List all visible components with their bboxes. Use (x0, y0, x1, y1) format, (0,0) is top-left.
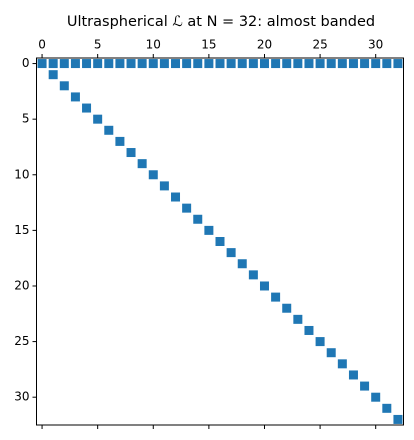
nonzero-entry (115, 136, 125, 146)
nonzero-entry (271, 59, 281, 69)
y-tick-label: 25 (14, 334, 29, 348)
nonzero-entry (70, 59, 80, 69)
nonzero-entry (137, 159, 147, 169)
nonzero-entry (104, 59, 114, 69)
nonzero-entry (182, 203, 192, 213)
nonzero-entry (115, 59, 125, 69)
nonzero-entry (226, 248, 236, 258)
nonzero-entry (82, 103, 92, 113)
nonzero-entry (337, 359, 347, 369)
nonzero-entry (215, 59, 225, 69)
nonzero-entry (248, 59, 258, 69)
nonzero-entry (226, 59, 236, 69)
nonzero-entry (315, 337, 325, 347)
nonzero-entry (293, 59, 303, 69)
x-tick-label: 30 (368, 38, 383, 52)
nonzero-entry (159, 181, 169, 191)
nonzero-entry (37, 59, 47, 69)
y-tick-label: 20 (14, 278, 29, 292)
nonzero-entry (393, 414, 403, 424)
nonzero-entry (148, 59, 158, 69)
nonzero-entry (193, 59, 203, 69)
nonzero-entry (171, 192, 181, 202)
x-tick-label: 5 (94, 38, 102, 52)
nonzero-entry (93, 114, 103, 124)
nonzero-entry (315, 59, 325, 69)
nonzero-entry (382, 403, 392, 413)
y-tick-label: 5 (22, 112, 30, 126)
nonzero-entry (326, 348, 336, 358)
x-tick-label: 15 (201, 38, 216, 52)
nonzero-entry (259, 281, 269, 291)
nonzero-entry (337, 59, 347, 69)
x-tick-label: 20 (257, 38, 272, 52)
nonzero-entry (204, 59, 214, 69)
nonzero-entry (159, 59, 169, 69)
nonzero-entry (182, 59, 192, 69)
nonzero-entry (248, 270, 258, 280)
nonzero-entry (193, 214, 203, 224)
nonzero-entry (371, 59, 381, 69)
nonzero-entry (304, 325, 314, 335)
chart-title: Ultraspherical ℒ at N = 32: almost bande… (67, 14, 375, 30)
nonzero-entry (48, 70, 58, 80)
nonzero-entry (126, 59, 136, 69)
nonzero-entry (59, 81, 69, 91)
nonzero-entry (382, 59, 392, 69)
nonzero-entry (371, 392, 381, 402)
nonzero-entry (48, 59, 58, 69)
nonzero-entry (126, 148, 136, 158)
nonzero-entry (304, 59, 314, 69)
nonzero-entry (204, 225, 214, 235)
nonzero-entry (59, 59, 69, 69)
nonzero-entry (360, 59, 370, 69)
nonzero-entry (93, 59, 103, 69)
nonzero-entry (326, 59, 336, 69)
nonzero-entry (148, 170, 158, 180)
nonzero-entry (271, 292, 281, 302)
nonzero-entry (393, 59, 403, 69)
nonzero-entry (360, 381, 370, 391)
y-tick-label: 15 (14, 223, 29, 237)
y-tick-label: 30 (14, 390, 29, 404)
nonzero-entry (348, 370, 358, 380)
nonzero-entry (137, 59, 147, 69)
nonzero-entry (215, 237, 225, 246)
nonzero-entry (237, 59, 247, 69)
nonzero-entry (282, 59, 292, 69)
plot-frame (36, 57, 404, 426)
nonzero-entry (82, 59, 92, 69)
x-tick-label: 0 (38, 38, 46, 52)
nonzero-entry (293, 314, 303, 324)
nonzero-entry (104, 125, 114, 135)
nonzero-entry (171, 59, 181, 69)
nonzero-entry (259, 59, 269, 69)
nonzero-entry (70, 92, 80, 102)
x-tick-label: 10 (146, 38, 161, 52)
nonzero-entry (237, 259, 247, 269)
y-tick-label: 10 (14, 167, 29, 181)
nonzero-entry (348, 59, 358, 69)
y-tick-label: 0 (22, 56, 30, 70)
x-tick-label: 25 (312, 38, 327, 52)
nonzero-entry (282, 303, 292, 313)
